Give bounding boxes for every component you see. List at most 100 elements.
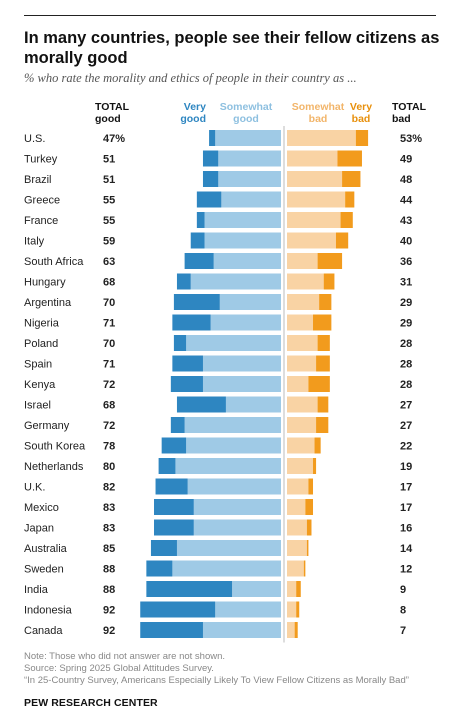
country-label: Nigeria (24, 318, 60, 330)
total-good-label: 78 (103, 441, 115, 453)
bar-very-bad (317, 253, 343, 269)
bar-very-good (172, 355, 203, 372)
footer-report: “In 25-Country Survey, Americans Especia… (24, 675, 409, 686)
total-bad-label: 31 (400, 277, 412, 289)
total-bad-label: 27 (400, 420, 412, 432)
total-good-label: 83 (103, 523, 115, 535)
bar-somewhat-bad (287, 335, 318, 351)
bar-very-good (150, 540, 177, 556)
bar-somewhat-bad (287, 376, 309, 392)
header-total-good: TOTAL good (95, 101, 129, 125)
bar-very-bad (345, 191, 355, 208)
bar-somewhat-good (219, 294, 281, 310)
country-label: Indonesia (24, 605, 73, 617)
bar-very-good (176, 273, 191, 290)
total-bad-label: 44 (400, 195, 413, 207)
header-very-bad: Very bad (346, 101, 376, 125)
total-good-label: 72 (103, 420, 115, 432)
bar-very-good (140, 601, 216, 618)
bar-somewhat-good (193, 519, 281, 536)
total-bad-label: 19 (400, 461, 412, 473)
bar-somewhat-bad (287, 437, 315, 454)
total-bad-label: 16 (400, 523, 412, 535)
bar-very-bad (305, 499, 314, 515)
bar-somewhat-bad (287, 622, 295, 638)
total-bad-label: 49 (400, 154, 412, 166)
bar-very-good (170, 417, 185, 433)
bar-somewhat-good (202, 355, 281, 372)
bar-very-bad (337, 150, 362, 167)
chart-title: In many countries, people see their fell… (24, 29, 440, 67)
bar-somewhat-good (202, 376, 281, 392)
bar-very-bad (306, 540, 309, 556)
total-bad-label: 28 (400, 359, 412, 371)
bar-somewhat-bad (287, 458, 314, 474)
bar-very-good (173, 335, 187, 351)
bar-very-good (140, 622, 203, 638)
header-total-bad-line1: TOTAL (392, 101, 427, 113)
bar-somewhat-bad (287, 601, 297, 618)
bar-somewhat-good (204, 232, 281, 249)
header-total-bad: TOTAL bad (392, 101, 426, 125)
country-label: Argentina (24, 297, 72, 309)
total-good-label: 70 (103, 338, 115, 350)
bar-somewhat-good (187, 478, 281, 495)
footer-source: Source: Spring 2025 Global Attitudes Sur… (24, 663, 214, 674)
total-good-label: 92 (103, 605, 115, 617)
total-bad-label: 12 (400, 564, 412, 576)
country-label: Australia (24, 543, 68, 555)
bar-somewhat-good (184, 417, 281, 433)
bar-very-good (190, 232, 205, 249)
total-good-label: 88 (103, 564, 115, 576)
bar-somewhat-bad (287, 191, 346, 208)
bar-very-bad (313, 314, 332, 331)
country-label: U.S. (24, 133, 45, 145)
bar-very-good (146, 581, 233, 597)
total-good-label: 70 (103, 297, 115, 309)
top-rule (24, 15, 436, 16)
header-somewhat-good-line1: Somewhat (219, 101, 273, 113)
header-very-bad-line2: bad (351, 113, 371, 125)
bar-somewhat-bad (287, 150, 338, 167)
bar-somewhat-bad (287, 294, 320, 310)
header-very-bad-line1: Very (349, 101, 373, 113)
chart-subtitle: % who rate the morality and ethics of pe… (24, 71, 357, 85)
country-label: Israel (24, 400, 51, 412)
bar-somewhat-bad (287, 478, 309, 495)
total-good-label: 68 (103, 400, 115, 412)
bar-somewhat-good (225, 396, 281, 413)
total-bad-label: 29 (400, 297, 412, 309)
total-good-label: 55 (103, 195, 115, 207)
bar-somewhat-good (210, 314, 281, 331)
bar-very-bad (317, 335, 330, 351)
bar-somewhat-bad (287, 581, 297, 597)
total-bad-label: 27 (400, 400, 412, 412)
country-label: India (24, 584, 49, 596)
total-good-label: 68 (103, 277, 115, 289)
bar-somewhat-good (193, 499, 281, 515)
bar-somewhat-bad (287, 130, 356, 146)
bar-very-good (202, 171, 219, 187)
total-bad-label: 17 (400, 502, 412, 514)
bar-very-bad (296, 581, 301, 597)
header-very-good-line2: good (180, 113, 206, 125)
bar-somewhat-good (204, 212, 281, 228)
total-bad-label: 36 (400, 256, 412, 268)
bar-very-bad (314, 437, 321, 454)
country-label: Spain (24, 359, 52, 371)
total-bad-label: 7 (400, 625, 406, 637)
bar-very-bad (335, 232, 349, 249)
bar-very-bad (313, 458, 317, 474)
header-total-bad-line2: bad (392, 113, 411, 125)
bar-very-good (161, 437, 187, 454)
country-label: Canada (24, 625, 63, 637)
bar-very-good (172, 314, 211, 331)
bar-somewhat-bad (287, 396, 318, 413)
header-total-good-line1: TOTAL (95, 101, 130, 113)
total-bad-label: 9 (400, 584, 406, 596)
bar-very-bad (306, 519, 312, 536)
bar-somewhat-bad (287, 171, 343, 187)
total-good-label: 51 (103, 154, 115, 166)
bar-somewhat-good (175, 458, 281, 474)
